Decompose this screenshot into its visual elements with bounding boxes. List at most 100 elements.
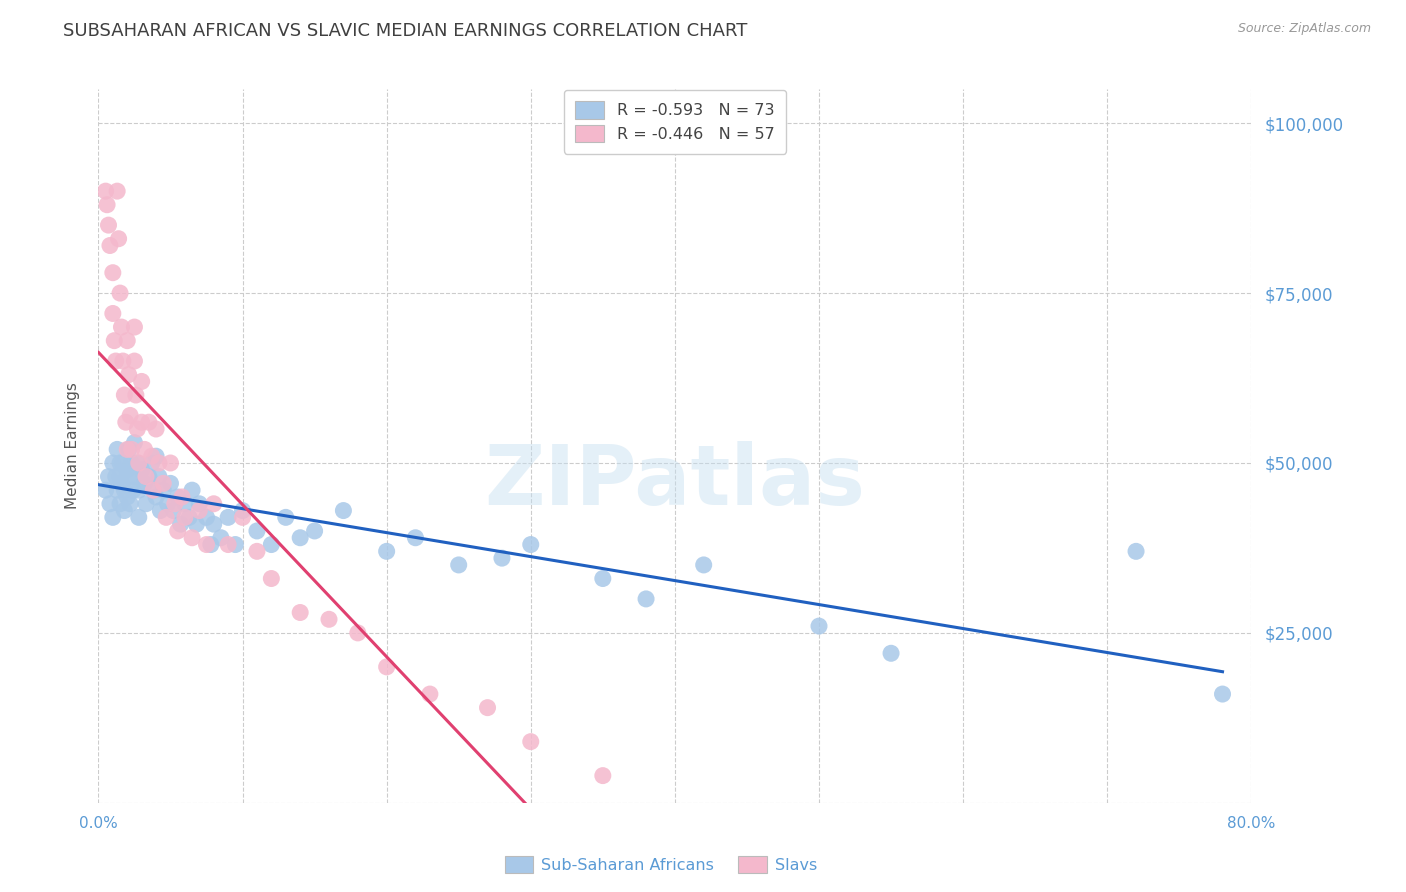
Point [101,266,124,280]
Point [145,422,167,436]
Point [202,517,225,532]
Point [318,612,340,626]
Point [98,497,121,511]
Point [636,591,658,606]
Point [260,572,283,586]
Point [104,469,127,483]
Point [108,469,131,483]
Point [120,497,142,511]
Point [491,551,513,566]
Point [127,422,149,436]
Point [174,510,197,524]
Point [807,619,830,633]
Point [118,442,141,457]
Point [304,524,326,538]
Point [159,476,181,491]
Point [112,388,135,402]
Point [108,286,131,301]
Point [98,238,121,252]
Point [290,531,312,545]
Point [141,449,163,463]
Point [134,442,156,457]
Point [447,558,470,572]
Point [101,306,124,320]
Point [112,483,135,498]
Point [135,497,157,511]
Point [152,476,174,491]
Point [375,660,398,674]
Point [114,415,136,429]
Point [142,483,165,498]
Point [181,483,204,498]
Point [375,544,398,558]
Point [217,537,239,551]
Point [120,409,142,423]
Point [94,184,117,198]
Point [166,490,188,504]
Point [148,469,170,483]
Point [332,503,354,517]
Point [174,497,197,511]
Point [138,469,160,483]
Point [145,449,167,463]
Point [124,320,146,334]
Point [117,334,139,348]
Point [117,490,139,504]
Point [290,606,312,620]
Point [162,503,184,517]
Point [179,510,201,524]
Point [217,510,239,524]
Point [112,503,135,517]
Point [135,469,157,483]
Point [224,537,246,551]
Point [231,503,254,517]
Point [94,483,117,498]
Point [120,469,142,483]
Point [117,463,139,477]
Point [108,456,131,470]
Point [181,531,204,545]
Point [246,544,269,558]
Point [124,354,146,368]
Point [142,483,165,498]
Point [188,497,211,511]
Point [101,456,124,470]
Point [260,537,283,551]
Text: SUBSAHARAN AFRICAN VS SLAVIC MEDIAN EARNINGS CORRELATION CHART: SUBSAHARAN AFRICAN VS SLAVIC MEDIAN EARN… [63,22,748,40]
Point [520,537,543,551]
Point [107,232,129,246]
Y-axis label: Median Earnings: Median Earnings [65,383,80,509]
Text: ZIPatlas: ZIPatlas [485,442,865,522]
Point [121,456,143,470]
Point [195,510,218,524]
Point [105,442,128,457]
Point [346,626,368,640]
Point [477,700,499,714]
Point [105,483,128,498]
Point [880,646,903,660]
Point [134,476,156,491]
Point [169,517,191,532]
Point [125,388,148,402]
Point [110,476,132,491]
Point [97,218,120,232]
Point [105,184,128,198]
Point [231,510,254,524]
Point [128,483,150,498]
Point [592,572,614,586]
Point [138,415,160,429]
Point [122,483,145,498]
Point [101,510,124,524]
Text: Source: ZipAtlas.com: Source: ZipAtlas.com [1237,22,1371,36]
Point [124,469,146,483]
Legend: R = -0.593   N = 73, R = -0.446   N = 57: R = -0.593 N = 73, R = -0.446 N = 57 [564,90,786,153]
Point [128,510,150,524]
Point [188,503,211,517]
Legend: Sub-Saharan Africans, Slavs: Sub-Saharan Africans, Slavs [498,849,824,880]
Point [274,510,297,524]
Point [166,524,188,538]
Point [141,456,163,470]
Point [127,456,149,470]
Point [202,497,225,511]
Point [103,334,125,348]
